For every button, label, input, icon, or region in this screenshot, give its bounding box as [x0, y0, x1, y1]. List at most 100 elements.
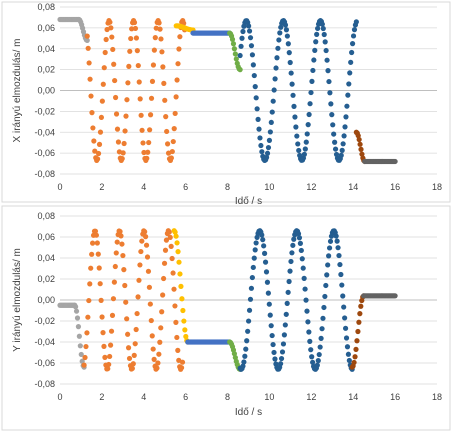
data-point	[155, 360, 161, 366]
data-point	[143, 234, 149, 240]
data-point	[176, 259, 182, 265]
data-point	[256, 126, 262, 132]
y-chart-y-axis-title: Y irányú elmozdulás/ m	[12, 248, 23, 352]
data-point	[133, 326, 139, 333]
x-tick-label: 18	[432, 392, 442, 402]
data-point	[253, 95, 259, 101]
data-point	[147, 301, 153, 307]
data-point	[249, 274, 255, 281]
data-point	[355, 328, 361, 335]
data-point	[108, 328, 115, 334]
data-point	[140, 140, 146, 146]
data-point	[285, 41, 291, 47]
data-point	[263, 154, 270, 160]
data-point	[346, 81, 352, 87]
data-point	[114, 239, 120, 245]
y-tick-label: -0,02	[34, 106, 55, 116]
data-point	[324, 272, 330, 278]
data-point	[166, 229, 172, 235]
data-point	[259, 232, 265, 238]
data-point	[165, 141, 171, 147]
data-point	[86, 60, 92, 66]
data-point	[156, 351, 162, 357]
data-point	[137, 96, 143, 102]
data-point	[73, 304, 79, 310]
data-point	[133, 35, 139, 41]
data-point	[178, 283, 184, 289]
data-point	[88, 93, 94, 99]
data-point	[88, 265, 94, 271]
data-point	[248, 43, 255, 49]
data-point	[233, 56, 239, 62]
y-tick-label: -0,08	[34, 379, 55, 389]
data-point	[277, 30, 283, 36]
data-point	[154, 365, 160, 371]
data-point	[331, 131, 337, 137]
data-point	[96, 265, 102, 271]
data-point	[319, 21, 325, 27]
data-point	[169, 255, 175, 262]
data-point	[139, 127, 145, 133]
data-point	[268, 323, 274, 329]
data-point	[77, 343, 83, 349]
data-point	[297, 240, 303, 246]
data-point	[159, 49, 165, 55]
data-point	[87, 281, 93, 287]
data-point	[392, 293, 398, 299]
data-point	[246, 23, 252, 29]
data-point	[278, 361, 284, 367]
data-point	[252, 84, 258, 90]
data-point	[265, 290, 271, 296]
data-point	[139, 238, 145, 244]
data-point	[278, 24, 284, 30]
data-point	[85, 314, 91, 320]
data-point	[113, 250, 119, 256]
data-point	[107, 342, 114, 348]
data-point	[100, 81, 106, 87]
data-point	[127, 48, 133, 54]
data-point	[323, 282, 329, 289]
data-point	[181, 318, 187, 324]
data-point	[276, 37, 282, 43]
data-point	[231, 351, 238, 357]
data-point	[95, 251, 101, 257]
data-point	[144, 254, 151, 260]
data-point	[163, 114, 169, 120]
data-point	[146, 139, 152, 146]
data-point	[172, 303, 178, 309]
data-point	[105, 366, 111, 372]
y-tick-label: 0,08	[37, 2, 55, 12]
data-point	[279, 349, 286, 355]
data-point	[122, 128, 128, 134]
data-point	[296, 235, 303, 241]
data-point	[269, 332, 275, 339]
data-point	[306, 329, 312, 335]
data-point	[101, 65, 107, 71]
data-point	[306, 111, 312, 118]
data-point	[170, 138, 176, 145]
data-point	[308, 89, 314, 96]
data-point	[237, 67, 243, 73]
data-point	[265, 144, 272, 151]
data-point	[102, 354, 108, 360]
data-point	[340, 293, 346, 299]
data-point	[320, 25, 326, 32]
data-point	[282, 322, 288, 328]
x-tick-label: 14	[348, 392, 358, 402]
data-point	[353, 19, 359, 25]
data-point	[123, 299, 129, 305]
data-point	[245, 328, 251, 334]
data-point	[150, 346, 156, 352]
data-point	[317, 344, 323, 350]
data-point	[344, 103, 350, 109]
data-point	[157, 26, 163, 32]
x-chart-y-axis-title: X irányú elmozdulás/ m	[12, 39, 23, 143]
y-tick-label: -0,06	[34, 358, 55, 368]
data-point	[94, 240, 100, 246]
data-point	[272, 76, 278, 82]
data-point	[85, 45, 91, 51]
data-point	[134, 48, 140, 54]
data-point	[287, 268, 293, 274]
data-point	[150, 62, 157, 68]
data-point	[145, 268, 152, 274]
